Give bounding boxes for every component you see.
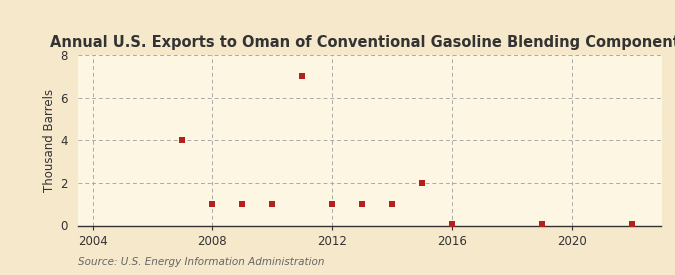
Point [537,222,547,227]
Title: Annual U.S. Exports to Oman of Conventional Gasoline Blending Components: Annual U.S. Exports to Oman of Conventio… [50,35,675,50]
Point [446,222,457,227]
Point [387,202,398,206]
Point [297,74,308,79]
Point [356,202,367,206]
Y-axis label: Thousand Barrels: Thousand Barrels [43,89,56,192]
Point [327,202,338,206]
Text: Source: U.S. Energy Information Administration: Source: U.S. Energy Information Administ… [78,257,324,267]
Point [267,202,277,206]
Point [177,138,188,142]
Point [237,202,248,206]
Point [416,181,427,185]
Point [626,222,637,227]
Point [207,202,218,206]
